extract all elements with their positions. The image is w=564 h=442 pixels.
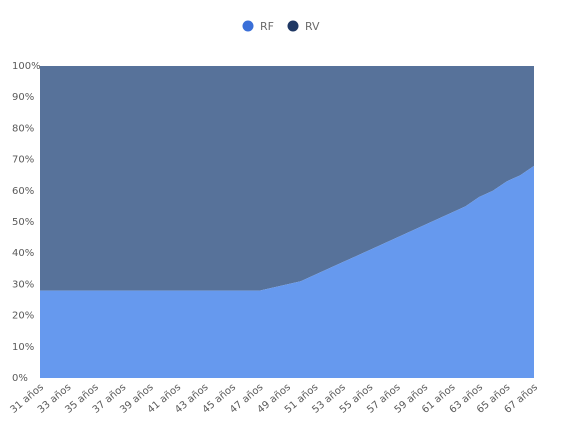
legend-marker-rf (242, 20, 254, 32)
y-axis: 0% 10% 20% 30% 40% 50% 60% 70% 80% 90% 100% (12, 61, 41, 384)
plot-area (40, 66, 534, 378)
legend: RF RV (242, 20, 320, 33)
area-series-rf (40, 165, 534, 378)
legend-label-rf: RF (260, 20, 274, 33)
y-tick-label: 60% (12, 186, 34, 197)
area-series-rv (40, 66, 534, 291)
legend-marker-rv (287, 20, 299, 32)
y-tick-label: 80% (12, 123, 34, 134)
y-tick-label: 70% (12, 155, 34, 166)
y-tick-label: 50% (12, 217, 34, 228)
y-tick-label: 30% (12, 279, 34, 290)
y-tick-label: 40% (12, 248, 34, 259)
y-tick-label: 20% (12, 311, 34, 322)
y-tick-label: 90% (12, 92, 34, 103)
y-tick-label: 0% (12, 373, 28, 384)
y-tick-label: 100% (12, 61, 41, 72)
y-tick-label: 10% (12, 342, 34, 353)
legend-label-rv: RV (305, 20, 320, 33)
